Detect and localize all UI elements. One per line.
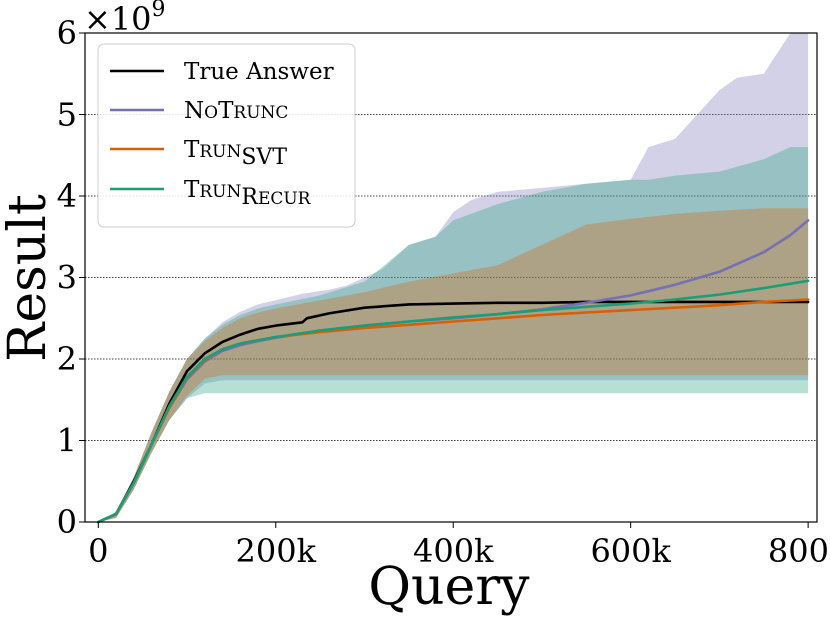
x-axis-label: Query <box>368 557 530 617</box>
y-tick-label: 6 <box>57 14 77 52</box>
x-tick-label: 600k <box>590 532 671 570</box>
confidence-bands <box>98 33 809 522</box>
y-tick-label: 2 <box>57 340 77 378</box>
legend-label: NOTRUNC <box>184 98 288 124</box>
y-tick-label: 4 <box>57 177 77 215</box>
legend-box <box>97 43 356 228</box>
y-axis-label: Result <box>0 194 58 362</box>
y-tick-label: 0 <box>57 503 77 541</box>
x-tick-label: 0 <box>88 532 108 570</box>
x-tick-label: 800k <box>768 532 830 570</box>
band-trunrecur <box>98 147 809 522</box>
y-scale-label: ×109 <box>84 0 166 38</box>
x-tick-label: 200k <box>236 532 317 570</box>
y-tick-label: 3 <box>57 259 77 297</box>
legend: True Answer NOTRUNC TRUNSVT TRUNRECUR <box>97 43 356 228</box>
axis-ticks: 0 200k 400k 600k 800k 0 1 2 3 4 5 6 <box>57 14 830 570</box>
x-tick-label: 400k <box>413 532 494 570</box>
legend-label: True Answer <box>184 59 334 85</box>
y-tick-label: 1 <box>57 422 77 460</box>
series-lines <box>97 219 810 524</box>
grid-lines <box>85 114 817 441</box>
band-trunsvt <box>98 208 809 522</box>
legend-label: TRUNRECUR <box>184 177 312 210</box>
band-notrunc <box>98 33 809 522</box>
y-tick-label: 5 <box>57 96 77 134</box>
series-line-trunrecur <box>97 279 810 524</box>
legend-label: TRUNSVT <box>184 137 287 170</box>
